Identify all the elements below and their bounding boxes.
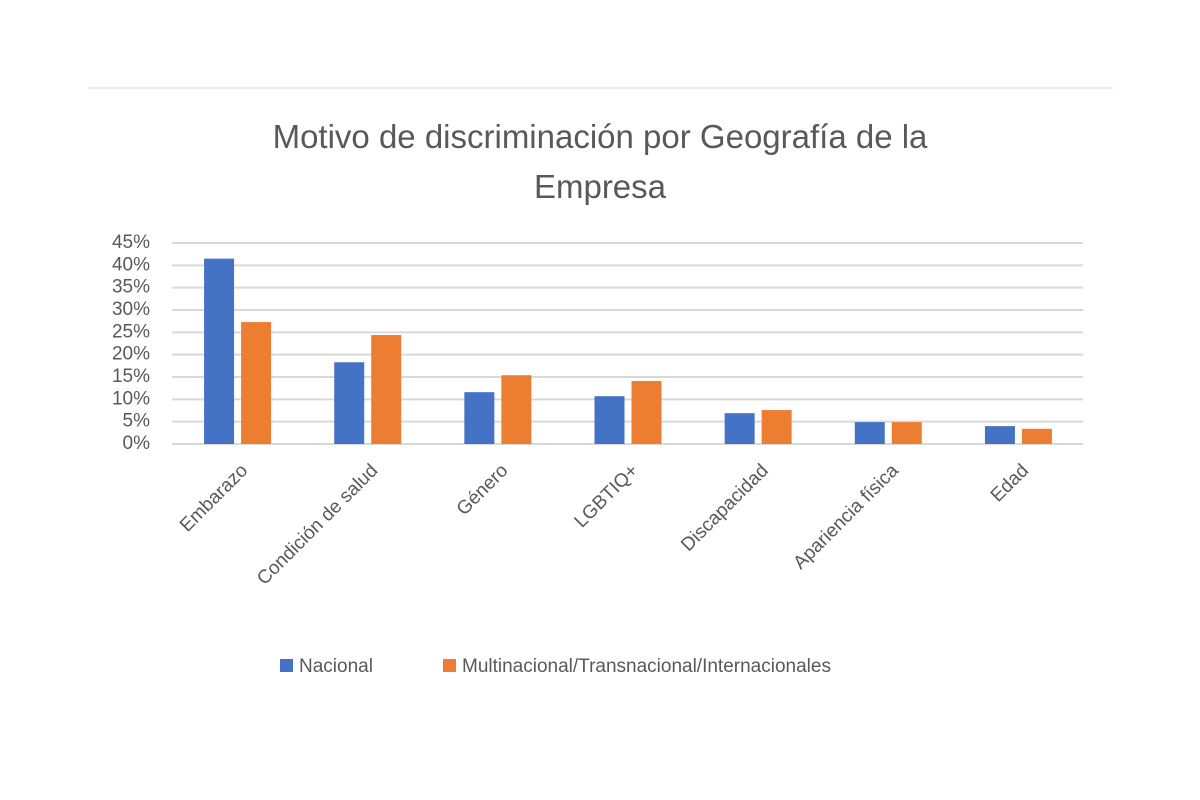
y-tick-label: 20% (112, 344, 150, 365)
x-tick-label: LGBTIQ+ (571, 460, 643, 532)
bar (984, 426, 1015, 444)
bar (241, 322, 272, 444)
bar (854, 422, 885, 444)
y-tick-label: 30% (112, 299, 150, 320)
bar (204, 258, 235, 444)
bar (891, 422, 922, 444)
y-tick-label: 15% (112, 366, 150, 387)
chart-title: Motivo de discriminación por Geografía d… (272, 118, 928, 205)
y-tick-label: 45% (112, 232, 150, 253)
x-tick-label: Apariencia física (789, 460, 903, 574)
bar (631, 381, 662, 444)
y-tick-label: 25% (112, 321, 150, 342)
bar (501, 375, 532, 444)
y-tick-label: 5% (123, 411, 151, 432)
bar (1021, 428, 1052, 444)
y-tick-label: 0% (123, 433, 151, 454)
x-tick-label: Edad (987, 460, 1033, 506)
legend-swatch (280, 659, 293, 672)
legend-swatch (443, 659, 456, 672)
y-tick-label: 10% (112, 388, 150, 409)
bar (594, 396, 625, 444)
bar (464, 392, 495, 444)
x-tick-label: Condición de salud (253, 460, 382, 589)
x-tick-label: Discapacidad (677, 460, 773, 556)
y-tick-label: 35% (112, 277, 150, 298)
bar (334, 362, 365, 444)
legend-label: Multinacional/Transnacional/Internaciona… (462, 656, 831, 677)
y-tick-label: 40% (112, 254, 150, 275)
bar (761, 410, 792, 444)
x-tick-label: Embarazo (176, 460, 252, 536)
bar (371, 335, 402, 444)
bar (724, 413, 755, 444)
x-tick-label: Género (453, 460, 513, 520)
legend-label: Nacional (299, 656, 373, 677)
